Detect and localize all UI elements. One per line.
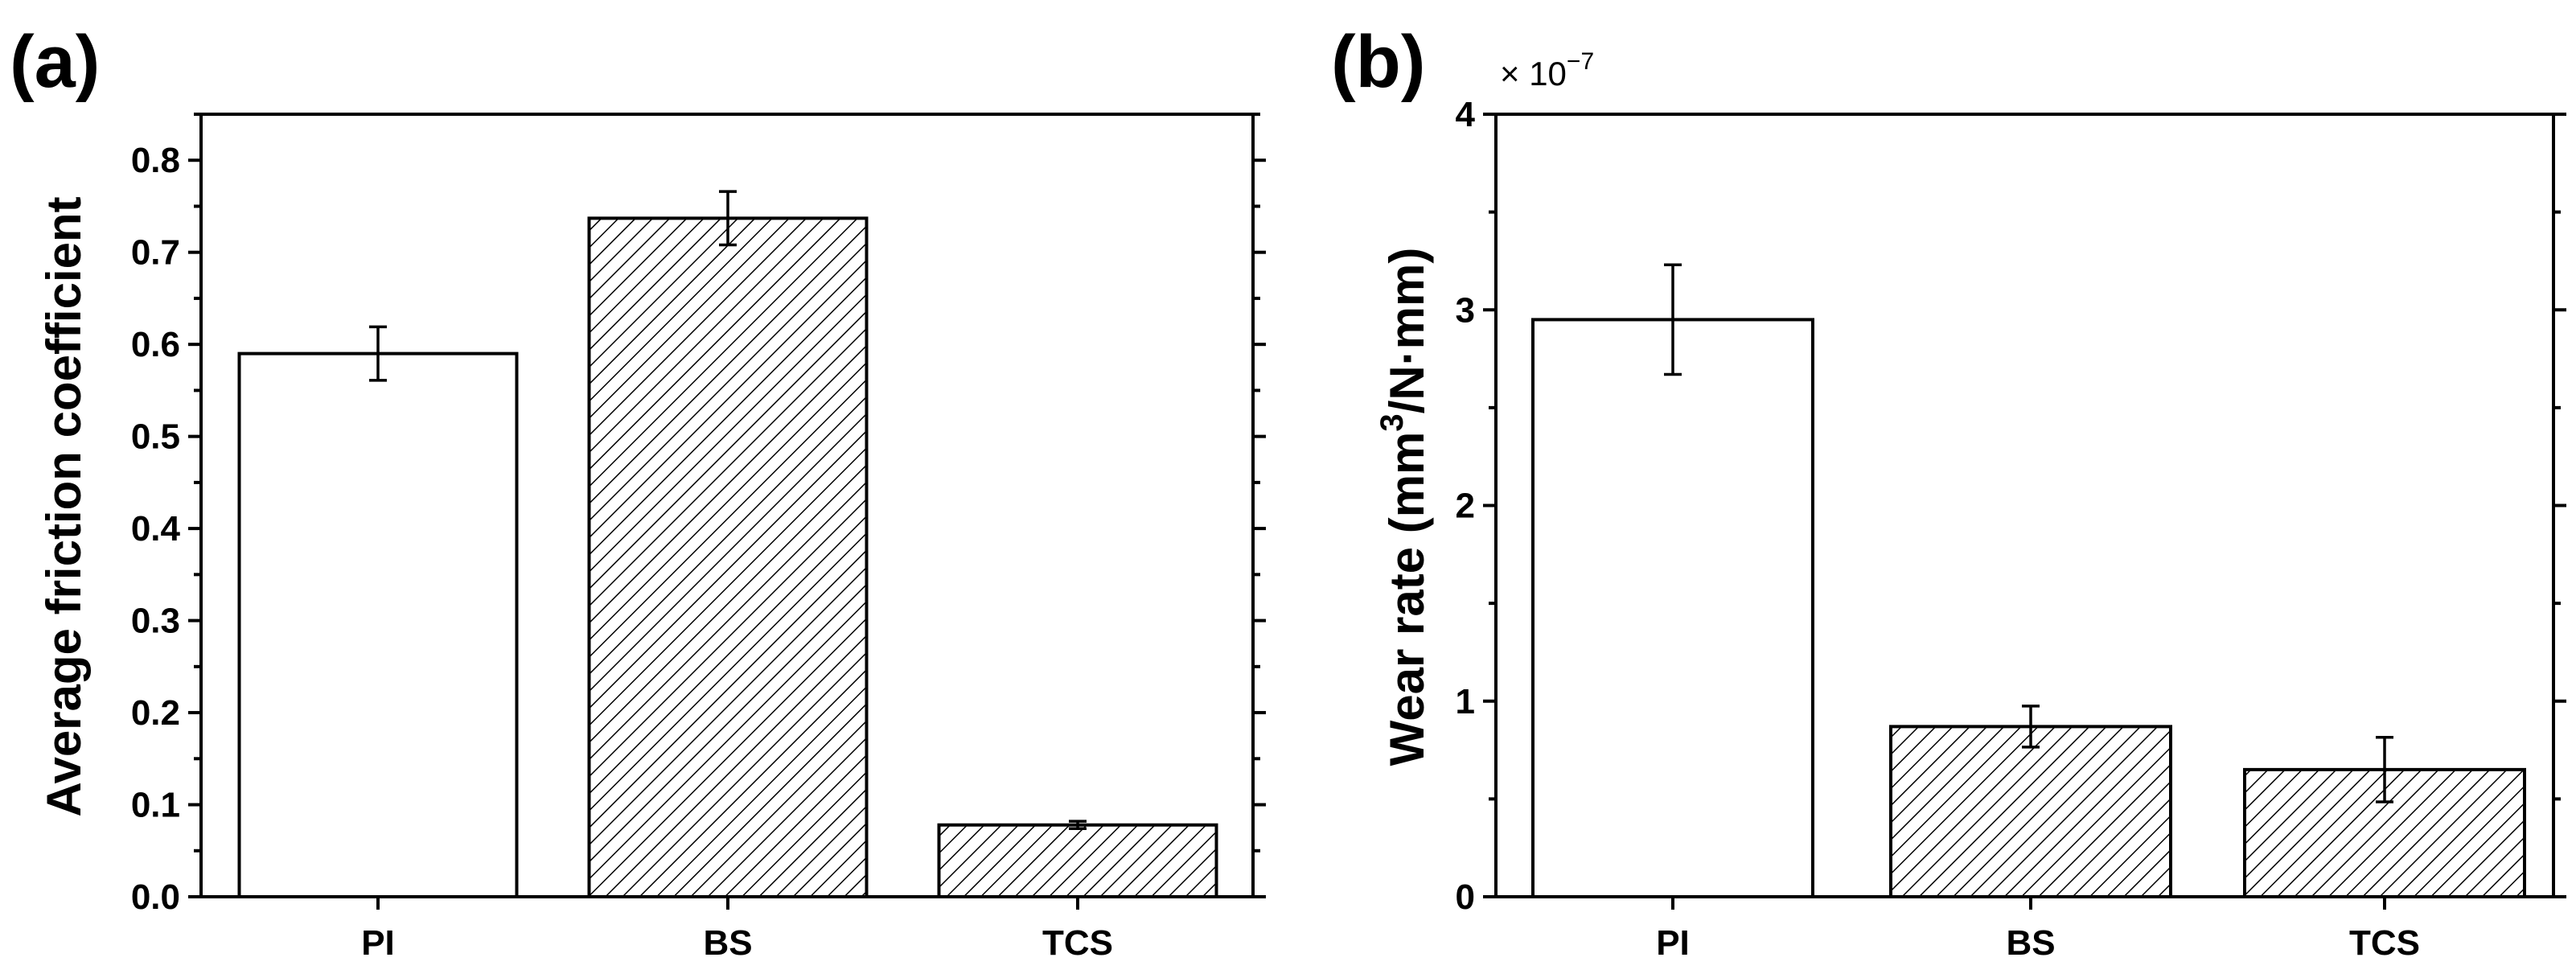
panel-a-bars	[237, 190, 1218, 899]
y-tick-label: 0.0	[131, 877, 180, 917]
y-tick-label: 0.1	[131, 786, 180, 825]
bar-tcs	[937, 823, 1218, 898]
panel-b-category-labels: PI BS TCS	[1656, 897, 2420, 963]
x-tick-label: BS	[703, 923, 752, 963]
panel-a-chart: (a) 0.00.10.20.30.40.50.60.70.8 PI BS TCS …	[10, 21, 1266, 963]
panel-a-y-ticks: 0.0 0.1 0.2 0.3 0.4 0.5 0.6 0.7 0.8	[131, 113, 1266, 917]
x-tick-label: TCS	[2349, 923, 2420, 963]
y-tick-label: 0.3	[131, 602, 180, 641]
bar-pi	[237, 351, 519, 898]
panel-b-y-axis-title: Wear rate (mm3/N·mm)	[1374, 248, 1434, 766]
panel-a-category-labels: PI BS TCS	[361, 897, 1113, 963]
bar-pi	[1531, 318, 1814, 899]
y-tick-label: 0.2	[131, 693, 180, 733]
x-tick-label: PI	[361, 923, 395, 963]
panel-a-y-axis-title: Average friction coefficient	[37, 196, 91, 816]
y-tick-label: 0.8	[131, 141, 180, 180]
y-tick-label: 0.5	[131, 417, 180, 457]
y-title-superscript: 3	[1374, 413, 1410, 431]
x-tick-label: BS	[2006, 923, 2055, 963]
y-tick-label: 0.6	[131, 325, 180, 364]
x-tick-label: PI	[1656, 923, 1690, 963]
panel-b-axis-multiplier: × 10−7	[1500, 48, 1594, 92]
y-tick-label: 0	[1456, 877, 1475, 917]
panel-b-bars	[1531, 263, 2526, 899]
panel-b-y-ticks: 0 1 2 3 4	[1456, 95, 2566, 917]
panel-b-label: (b)	[1331, 21, 1425, 103]
y-tick-label: 4	[1456, 95, 1476, 134]
y-tick-label: 3	[1456, 290, 1475, 330]
y-tick-label: 0.4	[131, 509, 181, 549]
y-tick-label: 0.7	[131, 233, 180, 273]
multiplier-base: × 10	[1500, 55, 1567, 92]
x-tick-label: TCS	[1042, 923, 1113, 963]
multiplier-exponent: −7	[1567, 48, 1594, 75]
y-tick-label: 1	[1456, 682, 1475, 721]
panel-a-label: (a)	[10, 21, 100, 103]
y-title-main: Wear rate (mm	[1380, 432, 1434, 766]
bar-bs	[587, 216, 869, 899]
bar-bs	[1889, 725, 2172, 898]
y-title-tail: /N·mm)	[1380, 248, 1434, 414]
y-tick-label: 2	[1456, 487, 1475, 526]
